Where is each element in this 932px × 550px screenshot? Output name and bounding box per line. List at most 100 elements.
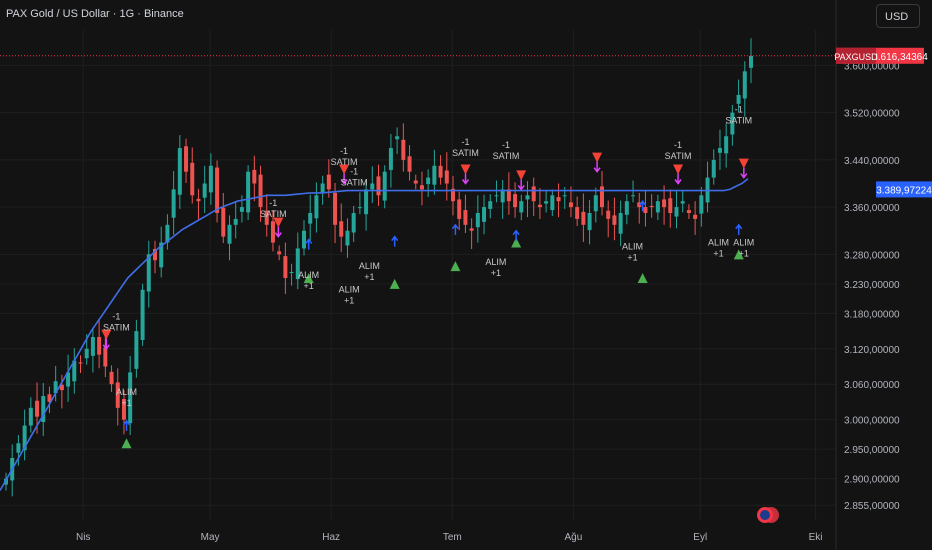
- candle-body: [531, 186, 536, 202]
- candle-body: [413, 180, 418, 184]
- candle-body: [264, 210, 269, 225]
- candle-body: [283, 256, 288, 278]
- candle-body: [568, 202, 573, 208]
- buy-arrow: [451, 223, 459, 235]
- candle-body: [308, 213, 313, 224]
- moving-average-line: [0, 178, 749, 491]
- candle-body: [190, 162, 195, 196]
- y-tick-label: 2.950,00000: [844, 445, 900, 456]
- candle-body: [749, 55, 753, 68]
- sell-label-value: -1: [502, 140, 510, 150]
- sell-label: SATIM: [341, 178, 368, 188]
- candle-body: [333, 192, 338, 225]
- sell-label-value: -1: [462, 137, 470, 147]
- candle-body: [699, 195, 704, 214]
- sell-arrow: [461, 173, 470, 185]
- y-tick-label: 3.180,00000: [844, 309, 900, 320]
- candle-body: [426, 177, 431, 185]
- candle-body: [208, 165, 213, 193]
- buy-triangle: [389, 278, 400, 289]
- currency-selector[interactable]: USD: [876, 4, 920, 28]
- candle-body: [171, 189, 176, 218]
- candle-body: [320, 183, 325, 194]
- candle-body: [388, 148, 393, 170]
- candle-body: [177, 148, 182, 195]
- candle-body: [612, 215, 617, 225]
- candle-body: [53, 381, 58, 394]
- sell-label: SATIM: [103, 322, 130, 332]
- buy-label: ALIM: [298, 270, 319, 280]
- candle-body: [643, 207, 648, 214]
- candle-body: [66, 372, 71, 387]
- candle-body: [680, 201, 685, 204]
- y-tick-label: 3.520,00000: [844, 109, 900, 120]
- candle-body: [550, 195, 555, 211]
- candle-body: [202, 183, 207, 198]
- candle-body: [395, 136, 400, 140]
- candle-body: [302, 230, 306, 249]
- sell-label: SATIM: [493, 151, 520, 161]
- buy-triangle: [450, 261, 461, 272]
- y-tick-label: 3.120,00000: [844, 345, 900, 356]
- buy-triangle: [511, 237, 522, 248]
- candle-body: [339, 221, 344, 237]
- candle-body: [252, 169, 257, 184]
- candle-body: [519, 201, 524, 213]
- x-tick-label: Eyl: [693, 532, 707, 543]
- sell-triangle: [101, 329, 112, 340]
- candle-body: [370, 183, 375, 190]
- candle-body: [146, 254, 151, 292]
- buy-label: ALIM: [339, 285, 360, 295]
- candle-body: [233, 218, 238, 225]
- buy-arrow: [122, 419, 131, 431]
- candle-body: [463, 210, 468, 225]
- candle-body: [717, 148, 722, 153]
- candle-body: [277, 251, 282, 255]
- x-tick-label: Ağu: [564, 532, 582, 543]
- candle-body: [649, 205, 654, 208]
- candle-body: [376, 176, 381, 196]
- flag-icon[interactable]: [756, 506, 780, 524]
- candle-body: [525, 195, 530, 200]
- candle-body: [686, 210, 691, 214]
- candle-body: [488, 201, 493, 209]
- candle-body: [134, 331, 139, 369]
- candle-body: [78, 362, 83, 364]
- buy-label-value: +1: [713, 248, 723, 258]
- candle-body: [97, 336, 102, 355]
- candle-body: [469, 228, 474, 231]
- sell-triangle: [673, 164, 684, 175]
- buy-label: ALIM: [116, 387, 137, 397]
- sell-label-value: -1: [350, 167, 358, 177]
- buy-label: ALIM: [708, 237, 729, 247]
- candle-body: [575, 207, 580, 219]
- candle-body: [22, 425, 27, 451]
- candle-body: [736, 94, 741, 104]
- buy-label-value: +1: [627, 253, 637, 263]
- sell-arrow: [340, 173, 348, 185]
- sell-label-value: -1: [112, 311, 120, 321]
- buy-label-value: +1: [304, 281, 314, 291]
- candle-body: [419, 185, 424, 190]
- ma-value-label: 3.389,97224: [876, 185, 932, 196]
- candle-body: [730, 112, 735, 135]
- candle-body: [357, 207, 362, 209]
- x-tick-label: May: [201, 532, 220, 543]
- candle-body: [562, 195, 567, 197]
- x-tick-label: Haz: [322, 532, 340, 543]
- sell-label-value: -1: [735, 105, 743, 115]
- x-tick-label: Nis: [76, 532, 90, 543]
- sell-label-value: -1: [269, 198, 277, 208]
- candle-body: [314, 195, 319, 219]
- sell-triangle: [460, 164, 471, 175]
- symbol-tag: [836, 47, 876, 64]
- buy-label: ALIM: [733, 237, 754, 247]
- candle-body: [47, 394, 52, 402]
- sell-label: SATIM: [452, 148, 479, 158]
- y-tick-label: 2.900,00000: [844, 475, 900, 486]
- candle-body: [72, 360, 77, 382]
- candle-body: [221, 207, 226, 237]
- chart-title: PAX Gold / US Dollar · 1G · Binance: [6, 8, 184, 20]
- candle-body: [28, 407, 33, 426]
